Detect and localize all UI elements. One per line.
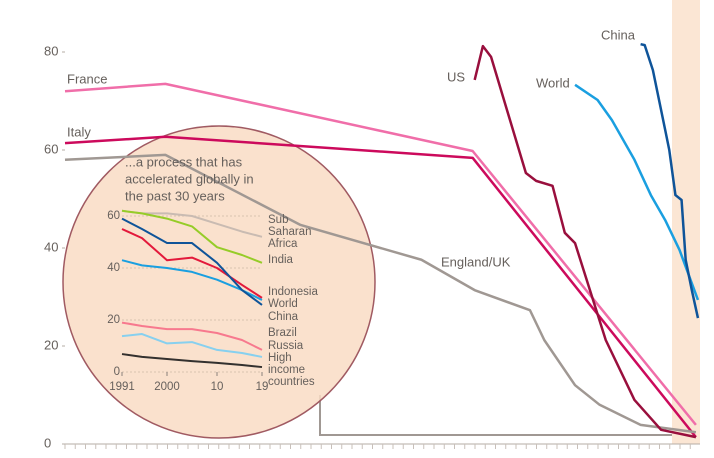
y-tick-label: 80 <box>44 43 58 58</box>
series-line <box>64 153 697 434</box>
y-tick-label: 20 <box>44 337 58 352</box>
label-line: countries <box>268 376 315 388</box>
series-label: Indonesia <box>268 286 318 298</box>
series-line <box>64 82 697 426</box>
label-line: Sub <box>268 214 288 226</box>
series-label: France <box>67 71 107 86</box>
series-line <box>121 321 263 351</box>
series-line <box>121 353 263 369</box>
series-line <box>640 42 700 319</box>
highlight-band <box>672 0 700 444</box>
series-label: Russia <box>268 340 304 352</box>
x-tick-label: 10 <box>211 381 224 393</box>
series-line <box>121 209 263 264</box>
series-line <box>574 83 700 301</box>
series-line <box>121 228 263 299</box>
y-tick-label: 60 <box>44 141 58 156</box>
y-tick-label: 60 <box>107 210 120 222</box>
series-label: World <box>268 298 298 310</box>
series-label: China <box>268 311 299 323</box>
series-label: World <box>536 75 570 90</box>
label-line: High <box>268 352 292 364</box>
series-line <box>64 135 697 438</box>
series-label: Brazil <box>268 327 297 339</box>
series-label: England/UK <box>441 254 511 269</box>
inset-circle <box>62 125 376 439</box>
series-label: Italy <box>67 124 91 139</box>
series-line <box>121 333 263 358</box>
y-tick-label: 0 <box>44 435 51 450</box>
series-label: China <box>601 27 636 42</box>
y-tick-label: 20 <box>107 314 120 326</box>
y-tick-label: 40 <box>44 239 58 254</box>
series-line <box>473 44 697 439</box>
label-line: Saharan <box>268 226 311 238</box>
series-label: US <box>447 69 465 84</box>
series-line <box>121 217 263 306</box>
inset-title: the past 30 years <box>125 188 225 203</box>
inset-title: accelerated globally in <box>125 171 254 186</box>
label-line: Africa <box>268 238 298 250</box>
x-tick-label: 1991 <box>109 381 135 393</box>
series-label: India <box>268 254 294 266</box>
inset-chart: ...a process that has accelerated globall… <box>107 154 318 393</box>
y-tick-label: 40 <box>107 262 120 274</box>
x-tick-label: 19 <box>256 381 269 393</box>
y-tick-label: 0 <box>114 366 120 378</box>
series-label: High income countries <box>268 352 315 388</box>
callout-leader <box>319 395 672 436</box>
x-tick-label: 2000 <box>154 381 180 393</box>
series-label: Sub Saharan Africa <box>268 214 311 250</box>
label-line: income <box>268 364 305 376</box>
inset-title: ...a process that has <box>125 154 243 169</box>
